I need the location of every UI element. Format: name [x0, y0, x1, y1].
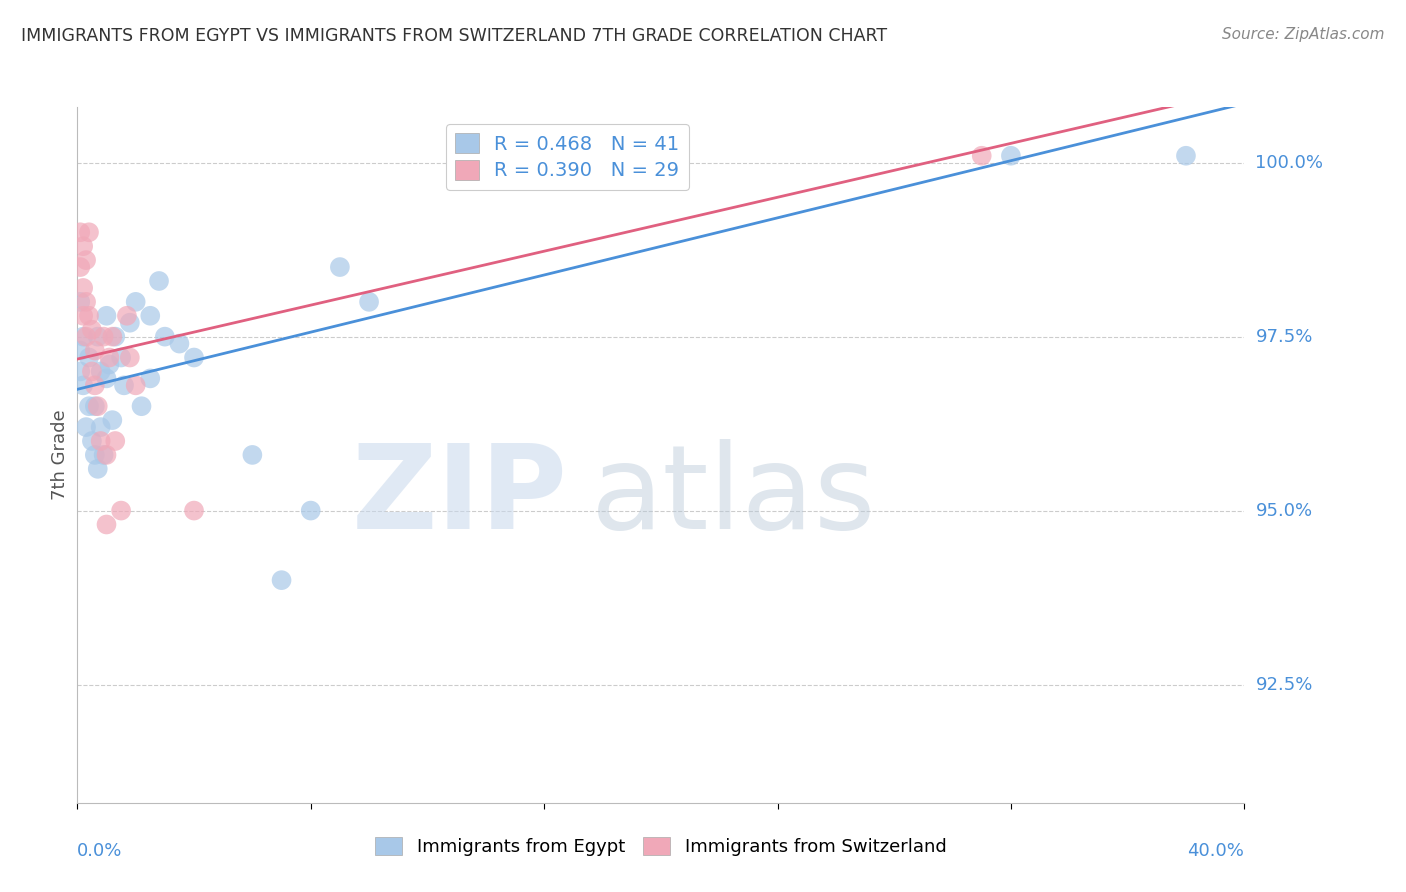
Point [96, 517, 118, 532]
Legend: Immigrants from Egypt, Immigrants from Switzerland: Immigrants from Egypt, Immigrants from S… [366, 828, 956, 865]
Point [69, 225, 91, 239]
Point [75, 420, 97, 434]
Point [503, 149, 526, 163]
Point [148, 274, 170, 288]
Point [90, 434, 112, 448]
Point [83, 378, 105, 392]
Point [101, 413, 124, 427]
Point [72, 329, 94, 343]
Point [87, 462, 110, 476]
Point [650, 149, 672, 163]
Text: 0.0%: 0.0% [77, 842, 122, 860]
Text: 97.5%: 97.5% [1256, 327, 1313, 345]
Point [124, 378, 148, 392]
Point [110, 503, 132, 517]
Point [72, 309, 94, 323]
Point [93, 329, 115, 343]
Point [80, 364, 103, 378]
Point [83, 448, 105, 462]
Point [69, 260, 91, 274]
Text: ZIP: ZIP [352, 439, 568, 554]
Point [69, 294, 91, 309]
Point [77, 351, 100, 365]
Point [75, 253, 97, 268]
Point [592, 149, 614, 163]
Point [183, 503, 205, 517]
Point [357, 294, 380, 309]
Point [77, 225, 100, 239]
Point [110, 351, 132, 365]
Point [1000, 149, 1022, 163]
Point [69, 364, 91, 378]
Point [124, 294, 148, 309]
Legend: R = 0.468   N = 41, R = 0.390   N = 29: R = 0.468 N = 41, R = 0.390 N = 29 [446, 124, 689, 190]
Point [970, 149, 993, 163]
Point [77, 309, 100, 323]
Point [69, 343, 91, 358]
Point [75, 329, 97, 343]
Point [80, 434, 103, 448]
Point [115, 309, 138, 323]
Y-axis label: 7th Grade: 7th Grade [51, 409, 69, 500]
Point [118, 351, 141, 365]
Text: 92.5%: 92.5% [1256, 675, 1313, 693]
Point [75, 294, 97, 309]
Point [98, 351, 121, 365]
Text: 95.0%: 95.0% [1256, 501, 1313, 519]
Point [299, 503, 322, 517]
Point [96, 371, 118, 385]
Point [83, 343, 105, 358]
Point [101, 329, 124, 343]
Point [104, 329, 127, 343]
Point [90, 364, 112, 378]
Point [169, 336, 191, 351]
Text: atlas: atlas [591, 439, 876, 554]
Point [118, 316, 141, 330]
Point [112, 378, 135, 392]
Point [139, 371, 162, 385]
Point [139, 309, 162, 323]
Point [131, 399, 153, 413]
Text: 40.0%: 40.0% [1188, 842, 1244, 860]
Point [96, 448, 118, 462]
Point [96, 309, 118, 323]
Point [72, 378, 94, 392]
Point [104, 434, 127, 448]
Point [93, 448, 115, 462]
Point [98, 358, 121, 372]
Text: Source: ZipAtlas.com: Source: ZipAtlas.com [1222, 27, 1385, 42]
Point [329, 260, 352, 274]
Point [72, 281, 94, 295]
Point [80, 323, 103, 337]
Point [153, 329, 176, 343]
Point [77, 399, 100, 413]
Point [240, 448, 263, 462]
Point [183, 351, 205, 365]
Point [270, 573, 292, 587]
Text: IMMIGRANTS FROM EGYPT VS IMMIGRANTS FROM SWITZERLAND 7TH GRADE CORRELATION CHART: IMMIGRANTS FROM EGYPT VS IMMIGRANTS FROM… [21, 27, 887, 45]
Point [83, 399, 105, 413]
Point [87, 329, 110, 343]
Point [87, 399, 110, 413]
Point [1174, 149, 1197, 163]
Point [90, 420, 112, 434]
Text: 100.0%: 100.0% [1256, 153, 1323, 171]
Point [72, 239, 94, 253]
